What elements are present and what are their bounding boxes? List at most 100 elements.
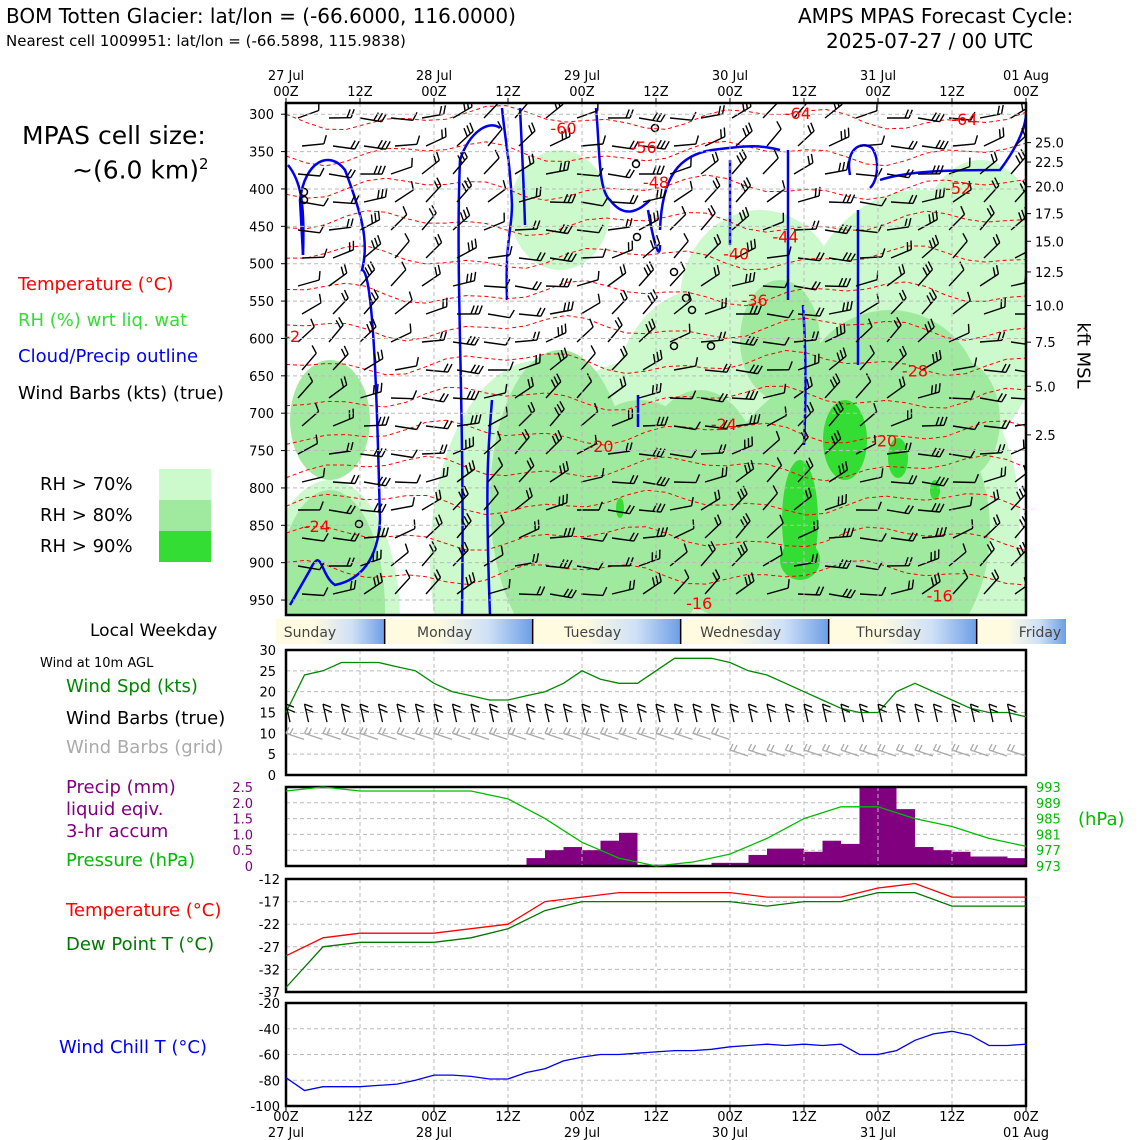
wind-barb (828, 461, 849, 483)
surface-wind-barb-true (969, 703, 980, 723)
surface-wind-barb-grid (525, 727, 545, 740)
wind-barb (545, 103, 564, 119)
wind-barb (859, 402, 878, 427)
surface-wind-barb-true (451, 703, 462, 723)
bottom-date-label: 27 Jul (268, 1126, 304, 1140)
wind-barb (363, 188, 388, 203)
wind-barb (642, 476, 670, 487)
wind-barb (607, 168, 635, 179)
wind-barb (518, 251, 546, 262)
wind-barb (766, 120, 782, 147)
wind-barb (390, 543, 409, 567)
legend-temperature: Temperature (°C) (18, 274, 174, 295)
wind-barb (828, 400, 844, 427)
wind-tick-label: 5 (268, 748, 276, 763)
wind-barb (518, 307, 546, 317)
wind-barb (979, 104, 1004, 119)
wind-tick-label: 0 (268, 769, 276, 784)
wind-barb (328, 316, 344, 343)
wind-barb (611, 289, 628, 315)
rh70-region (510, 150, 610, 270)
temperature-contour-label: -60 (550, 119, 576, 138)
wind-barb (301, 293, 322, 315)
wind-barb (704, 127, 726, 147)
rh90-region (616, 498, 624, 518)
precip-bar (915, 847, 934, 866)
wind-barb (797, 307, 825, 317)
wind-barb (329, 557, 355, 567)
bottom-hour-label: 00Z (717, 1110, 743, 1125)
pressure-tick-label: 600 (249, 332, 274, 347)
wind-barb (359, 261, 376, 287)
wind-barb (793, 220, 820, 231)
weekday-segment (680, 619, 829, 644)
wind-barb (797, 586, 825, 596)
wind-barb (549, 460, 569, 483)
weekday-segment (384, 619, 533, 644)
precip-bar (785, 848, 804, 866)
precip-label-2: liquid eqiv. (66, 799, 164, 820)
wind-barb (886, 316, 902, 343)
wind-barb (952, 421, 980, 431)
wind-barb (921, 139, 949, 150)
wind-barb (983, 514, 1001, 539)
wind-barb (487, 578, 511, 595)
wind-barb (762, 336, 790, 346)
wind-tick-label: 20 (259, 686, 276, 701)
wind-barb (425, 177, 442, 203)
wind-barb (700, 204, 716, 231)
wind-barb (297, 434, 319, 455)
wind-barb (549, 127, 571, 147)
weekday-segment (828, 619, 977, 644)
wind-barb (611, 194, 639, 205)
wind-barb (700, 151, 719, 175)
wind-barb (580, 467, 605, 483)
wind-barb (669, 543, 688, 567)
wind-barb (704, 466, 728, 483)
precip-tick-label: 2.5 (232, 781, 253, 796)
wind-barb (890, 194, 918, 205)
wind-barb (580, 197, 608, 207)
cross-section-labels: -60 -56 -48 -44 -40 -36 -64 -64 -52 -28 -24 -20 -20 -… (284, 104, 977, 613)
temperature-contour-label: -40 (723, 245, 749, 264)
surface-wind-barb-grid (451, 727, 471, 740)
kft-tick-label: 20.0 (1035, 181, 1064, 196)
wind-barb (425, 363, 453, 373)
wind-barb (297, 318, 315, 343)
wind-barb (700, 540, 716, 567)
surface-wind-barb-true (359, 703, 370, 723)
wind-barb (483, 485, 499, 511)
precip-bar (711, 862, 730, 866)
wind-barb (611, 345, 628, 371)
wind-barb (576, 167, 604, 177)
wind-barb (828, 194, 856, 204)
wind-barb (452, 149, 468, 175)
temp-tick-label: -17 (259, 896, 280, 911)
wind-barb (549, 193, 577, 204)
temp-tick-label: -32 (259, 963, 280, 978)
kft-tick-label: 25.0 (1035, 137, 1064, 152)
wind-barb (607, 218, 633, 231)
wind-barb (514, 281, 542, 291)
legend-rh: RH (%) wrt liq. wat (18, 310, 188, 331)
wind-barb (793, 487, 812, 511)
wind-barb (611, 532, 639, 542)
surface-wind-barb-true (507, 703, 518, 723)
surface-wind-barb-true (414, 703, 425, 723)
wind-barb (917, 165, 944, 175)
wind-barb (607, 504, 635, 515)
wind-barb (359, 318, 377, 343)
windchill-label: Wind Chill T (°C) (59, 1037, 207, 1058)
wind-barb (359, 382, 383, 399)
wind-barb (487, 246, 513, 259)
top-hour-label: 12Z (791, 85, 817, 100)
wind-barb (948, 157, 971, 175)
wind-barb (983, 127, 1005, 147)
kft-tick-label: 17.5 (1035, 208, 1064, 223)
wind-barb (704, 234, 722, 259)
pressure-tick-label: 977 (1036, 844, 1061, 859)
cloud-outline-segment (847, 144, 879, 189)
precip-bar (989, 856, 1008, 866)
surface-wind-barb-true (488, 703, 499, 723)
subtitle-left: Nearest cell 1009951: lat/lon = (-66.589… (6, 32, 406, 50)
